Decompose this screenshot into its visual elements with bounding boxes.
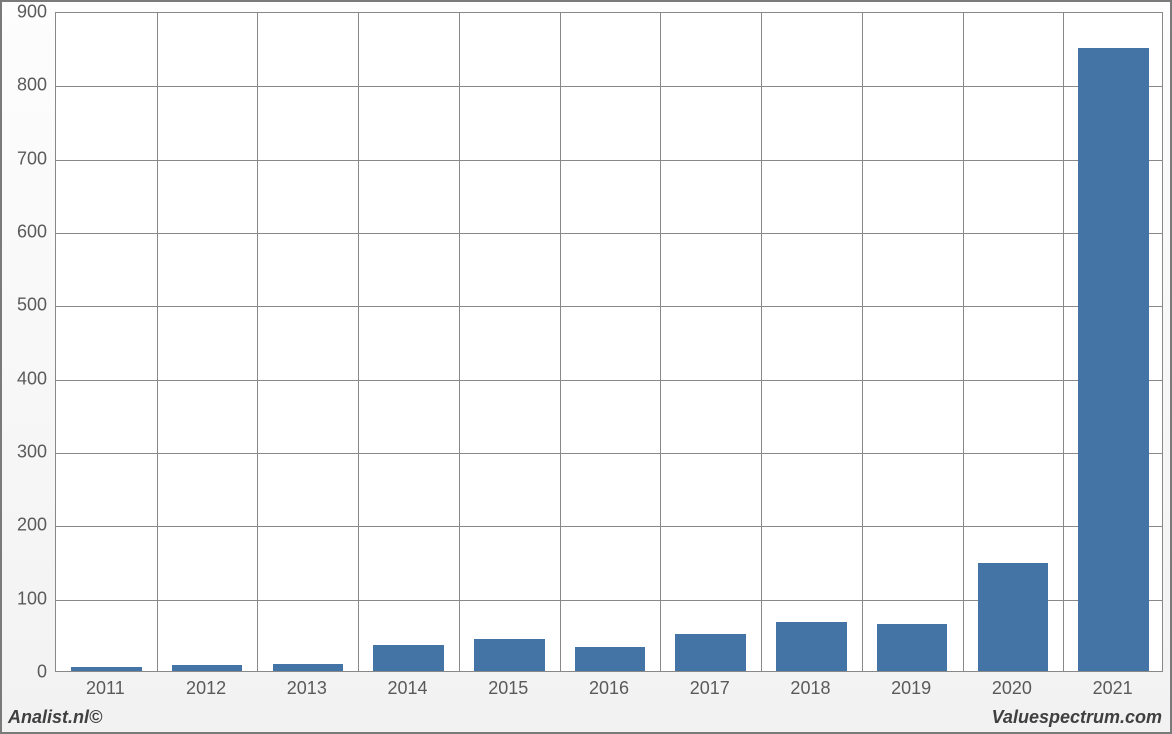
- plot-area: [55, 12, 1163, 672]
- x-tick-label: 2021: [1093, 678, 1133, 699]
- bar: [273, 664, 344, 671]
- y-tick-label: 600: [2, 222, 47, 243]
- gridline-vertical: [257, 13, 258, 671]
- y-tick-label: 500: [2, 295, 47, 316]
- gridline-vertical: [358, 13, 359, 671]
- bar: [776, 622, 847, 671]
- footer-credit-left: Analist.nl©: [8, 707, 102, 728]
- x-tick-label: 2014: [388, 678, 428, 699]
- footer-credit-right: Valuespectrum.com: [992, 707, 1162, 728]
- gridline-horizontal: [56, 233, 1162, 234]
- y-tick-label: 300: [2, 442, 47, 463]
- x-tick-label: 2015: [488, 678, 528, 699]
- y-tick-label: 200: [2, 515, 47, 536]
- x-tick-label: 2013: [287, 678, 327, 699]
- x-tick-label: 2020: [992, 678, 1032, 699]
- gridline-vertical: [862, 13, 863, 671]
- gridline-horizontal: [56, 160, 1162, 161]
- gridline-vertical: [157, 13, 158, 671]
- gridline-horizontal: [56, 86, 1162, 87]
- y-tick-label: 900: [2, 2, 47, 23]
- gridline-vertical: [660, 13, 661, 671]
- gridline-horizontal: [56, 526, 1162, 527]
- bar: [978, 563, 1049, 671]
- y-tick-label: 800: [2, 75, 47, 96]
- bar: [575, 647, 646, 671]
- y-tick-label: 100: [2, 588, 47, 609]
- bar: [172, 665, 243, 671]
- gridline-horizontal: [56, 453, 1162, 454]
- gridline-vertical: [1063, 13, 1064, 671]
- bar: [675, 634, 746, 671]
- gridline-vertical: [560, 13, 561, 671]
- bar: [877, 624, 948, 671]
- gridline-horizontal: [56, 306, 1162, 307]
- gridline-horizontal: [56, 380, 1162, 381]
- gridline-vertical: [459, 13, 460, 671]
- bar: [474, 639, 545, 671]
- y-tick-label: 0: [2, 662, 47, 683]
- x-tick-label: 2019: [891, 678, 931, 699]
- x-tick-label: 2016: [589, 678, 629, 699]
- bar: [71, 667, 142, 671]
- bar: [1078, 48, 1149, 671]
- gridline-vertical: [963, 13, 964, 671]
- y-tick-label: 400: [2, 368, 47, 389]
- x-tick-label: 2012: [186, 678, 226, 699]
- x-tick-label: 2011: [86, 678, 125, 699]
- gridline-vertical: [761, 13, 762, 671]
- bar: [373, 645, 444, 671]
- x-tick-label: 2018: [790, 678, 830, 699]
- x-tick-label: 2017: [690, 678, 730, 699]
- y-tick-label: 700: [2, 148, 47, 169]
- chart-frame: 0 100 200 300 400 500 600 700 800 900 2011 2012 201…: [0, 0, 1172, 734]
